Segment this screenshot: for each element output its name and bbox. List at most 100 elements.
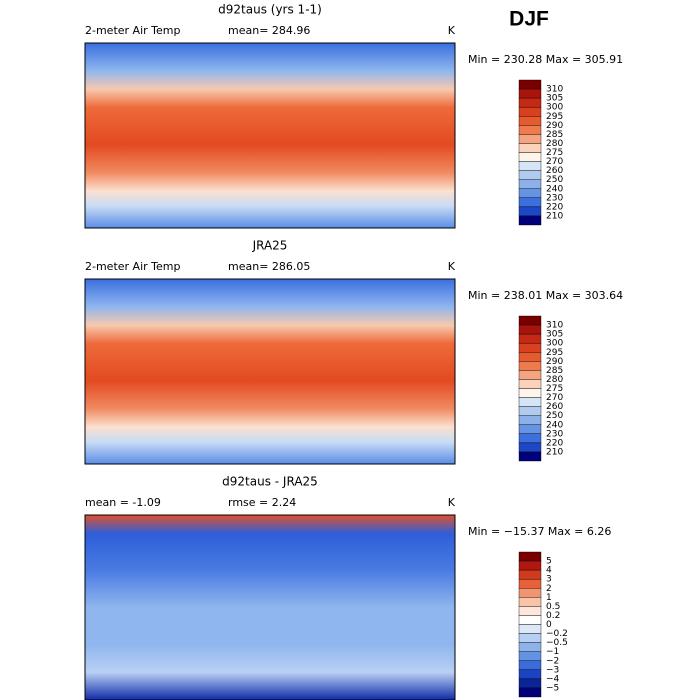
colorbar-swatch xyxy=(518,415,542,425)
map xyxy=(84,514,456,700)
colorbar-swatch xyxy=(518,215,542,226)
colorbar-swatch xyxy=(518,424,542,435)
colorbar-swatch xyxy=(518,597,542,607)
colorbar-swatch xyxy=(518,624,542,634)
colorbar-label: 4 xyxy=(546,566,552,576)
colorbar-swatch xyxy=(518,88,542,99)
colorbar-label: 300 xyxy=(546,103,563,113)
colorbar-swatch xyxy=(518,660,542,671)
colorbar-label: 285 xyxy=(546,366,563,376)
colorbar-swatch xyxy=(518,569,542,580)
colorbar-swatch xyxy=(518,134,542,144)
colorbar-swatch xyxy=(518,642,542,652)
colorbar-swatch xyxy=(518,179,542,189)
colorbar-label: 280 xyxy=(546,139,563,149)
colorbar-label: 220 xyxy=(546,202,563,212)
colorbar-label: 230 xyxy=(546,193,563,203)
colorbar-label: 2 xyxy=(546,584,552,594)
colorbar-label: 1 xyxy=(546,593,552,603)
colorbar-swatch xyxy=(518,79,542,90)
units: K xyxy=(448,260,456,273)
range: Min = 230.28 Max = 305.91 xyxy=(468,53,623,66)
colorbar-label: −0.5 xyxy=(546,638,568,648)
colorbar-label: 220 xyxy=(546,438,563,448)
colorbar-swatch xyxy=(518,370,542,380)
colorbar-swatch xyxy=(518,633,542,643)
map xyxy=(84,42,456,229)
colorbar-swatch xyxy=(518,678,542,689)
colorbar-swatch xyxy=(518,106,542,117)
colorbar-swatch xyxy=(518,324,542,335)
colorbar-swatch xyxy=(518,152,542,162)
colorbar-swatch xyxy=(518,333,542,344)
colorbar-swatch xyxy=(518,143,542,153)
colorbar-swatch xyxy=(518,97,542,108)
colorbar-label: 210 xyxy=(546,211,563,221)
colorbar-label: 295 xyxy=(546,112,563,122)
colorbar-label: −2 xyxy=(546,656,559,666)
colorbar-label: 290 xyxy=(546,121,563,131)
colorbar-swatch xyxy=(518,197,542,208)
colorbar-swatch xyxy=(518,588,542,598)
colorbar-swatch xyxy=(518,560,542,571)
range: Min = 238.01 Max = 303.64 xyxy=(468,289,623,302)
colorbar-label: 270 xyxy=(546,393,563,403)
colorbar-label: 310 xyxy=(546,85,563,95)
colorbar-label: 260 xyxy=(546,402,563,412)
map xyxy=(84,278,456,465)
colorbar-label: 210 xyxy=(546,447,563,457)
colorbar-label: 280 xyxy=(546,375,563,385)
colorbar-swatch xyxy=(518,352,542,362)
colorbar-swatch xyxy=(518,433,542,444)
colorbar-swatch xyxy=(518,687,542,698)
colorbar-swatch xyxy=(518,379,542,389)
colorbar-label: 305 xyxy=(546,330,563,340)
colorbar-swatch xyxy=(518,125,542,135)
panel-left-label: 2-meter Air Temp xyxy=(85,260,180,273)
colorbar-swatch xyxy=(518,116,542,126)
colorbar-swatch xyxy=(518,551,542,562)
colorbar-label: 240 xyxy=(546,420,563,430)
colorbar-label: 285 xyxy=(546,130,563,140)
colorbar-label: −1 xyxy=(546,647,559,657)
colorbar-label: −0.2 xyxy=(546,629,568,639)
colorbar-swatch xyxy=(518,442,542,453)
colorbar-swatch xyxy=(518,342,542,353)
colorbar-label: 305 xyxy=(546,94,563,104)
colorbar-label: −5 xyxy=(546,683,559,693)
units: K xyxy=(448,496,456,509)
colorbar-swatch xyxy=(518,406,542,416)
colorbar-swatch xyxy=(518,361,542,371)
colorbar-label: 3 xyxy=(546,575,552,585)
panel-stat: mean= 286.05 xyxy=(228,260,310,273)
colorbar-swatch xyxy=(518,388,542,398)
colorbar-label: 295 xyxy=(546,348,563,358)
colorbar-swatch xyxy=(518,669,542,680)
colorbar-swatch xyxy=(518,606,542,616)
panel-stat: rmse = 2.24 xyxy=(228,496,296,509)
panel-stat: mean= 284.96 xyxy=(228,24,310,37)
colorbar-swatch xyxy=(518,451,542,462)
colorbar-swatch xyxy=(518,188,542,199)
colorbar-label: 290 xyxy=(546,357,563,367)
colorbar-label: −3 xyxy=(546,665,559,675)
colorbar-label: −4 xyxy=(546,674,560,684)
colorbar-swatch xyxy=(518,315,542,326)
colorbar-label: 270 xyxy=(546,157,563,167)
colorbar-swatch xyxy=(518,397,542,407)
colorbar-label: 230 xyxy=(546,429,563,439)
colorbar-label: 275 xyxy=(546,384,563,394)
colorbar-label: 240 xyxy=(546,184,563,194)
panel-left-label: mean = -1.09 xyxy=(85,496,161,509)
colorbar-label: 275 xyxy=(546,148,563,158)
colorbar-label: 250 xyxy=(546,175,563,185)
panel-title: d92taus - JRA25 xyxy=(222,475,318,489)
panel-left-label: 2-meter Air Temp xyxy=(85,24,180,37)
panel-title: JRA25 xyxy=(252,239,288,253)
colorbar-swatch xyxy=(518,615,542,625)
colorbar-swatch xyxy=(518,651,542,661)
colorbar-swatch xyxy=(518,206,542,217)
colorbar-swatch xyxy=(518,161,542,171)
colorbar-label: 0.2 xyxy=(546,611,560,621)
